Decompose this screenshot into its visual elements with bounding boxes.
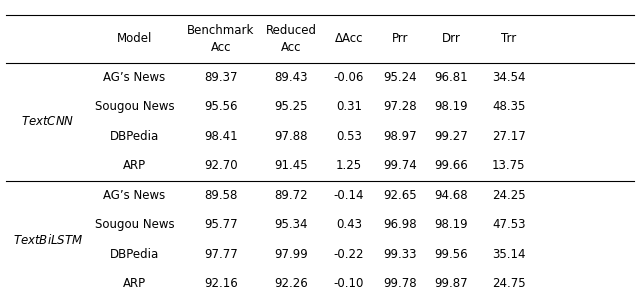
Text: 98.41: 98.41	[204, 130, 237, 143]
Text: 96.98: 96.98	[383, 218, 417, 231]
Text: -0.22: -0.22	[333, 248, 364, 261]
Text: ΔAcc: ΔAcc	[335, 32, 363, 45]
Text: 99.78: 99.78	[383, 277, 417, 290]
Text: 95.56: 95.56	[204, 100, 237, 113]
Text: ARP: ARP	[123, 277, 146, 290]
Text: 1.25: 1.25	[336, 159, 362, 172]
Text: 95.34: 95.34	[275, 218, 308, 231]
Text: 95.77: 95.77	[204, 218, 237, 231]
Text: 0.31: 0.31	[336, 100, 362, 113]
Text: Acc: Acc	[211, 41, 231, 54]
Text: 99.56: 99.56	[435, 248, 468, 261]
Text: 94.68: 94.68	[435, 189, 468, 202]
Text: $TextBiLSTM$: $TextBiLSTM$	[13, 233, 83, 246]
Text: 97.28: 97.28	[383, 100, 417, 113]
Text: 89.72: 89.72	[275, 189, 308, 202]
Text: 99.33: 99.33	[383, 248, 417, 261]
Text: ARP: ARP	[123, 159, 146, 172]
Text: 99.74: 99.74	[383, 159, 417, 172]
Text: 97.99: 97.99	[275, 248, 308, 261]
Text: 0.43: 0.43	[336, 218, 362, 231]
Text: 34.54: 34.54	[492, 71, 525, 84]
Text: Sougou News: Sougou News	[95, 100, 174, 113]
Text: 35.14: 35.14	[492, 248, 525, 261]
Text: 91.45: 91.45	[275, 159, 308, 172]
Text: -0.10: -0.10	[333, 277, 364, 290]
Text: 89.37: 89.37	[204, 71, 237, 84]
Text: 99.66: 99.66	[435, 159, 468, 172]
Text: Reduced: Reduced	[266, 24, 317, 37]
Text: 98.19: 98.19	[435, 218, 468, 231]
Text: 98.19: 98.19	[435, 100, 468, 113]
Text: AG’s News: AG’s News	[103, 71, 166, 84]
Text: DBPedia: DBPedia	[110, 130, 159, 143]
Text: 98.97: 98.97	[383, 130, 417, 143]
Text: 97.77: 97.77	[204, 248, 237, 261]
Text: 0.53: 0.53	[336, 130, 362, 143]
Text: AG’s News: AG’s News	[103, 189, 166, 202]
Text: Model: Model	[116, 32, 152, 45]
Text: 47.53: 47.53	[492, 218, 525, 231]
Text: $TextCNN$: $TextCNN$	[21, 115, 75, 128]
Text: Sougou News: Sougou News	[95, 218, 174, 231]
Text: Trr: Trr	[501, 32, 516, 45]
Text: 92.65: 92.65	[383, 189, 417, 202]
Text: 99.87: 99.87	[435, 277, 468, 290]
Text: 95.24: 95.24	[383, 71, 417, 84]
Text: 89.43: 89.43	[275, 71, 308, 84]
Text: 99.27: 99.27	[435, 130, 468, 143]
Text: 89.58: 89.58	[204, 189, 237, 202]
Text: 95.25: 95.25	[275, 100, 308, 113]
Text: Benchmark: Benchmark	[187, 24, 255, 37]
Text: 96.81: 96.81	[435, 71, 468, 84]
Text: -0.14: -0.14	[333, 189, 364, 202]
Text: 92.16: 92.16	[204, 277, 237, 290]
Text: 92.26: 92.26	[275, 277, 308, 290]
Text: Prr: Prr	[392, 32, 408, 45]
Text: -0.06: -0.06	[333, 71, 364, 84]
Text: 13.75: 13.75	[492, 159, 525, 172]
Text: 24.75: 24.75	[492, 277, 525, 290]
Text: Drr: Drr	[442, 32, 461, 45]
Text: DBPedia: DBPedia	[110, 248, 159, 261]
Text: 92.70: 92.70	[204, 159, 237, 172]
Text: 27.17: 27.17	[492, 130, 525, 143]
Text: 48.35: 48.35	[492, 100, 525, 113]
Text: 24.25: 24.25	[492, 189, 525, 202]
Text: 97.88: 97.88	[275, 130, 308, 143]
Text: Acc: Acc	[281, 41, 301, 54]
